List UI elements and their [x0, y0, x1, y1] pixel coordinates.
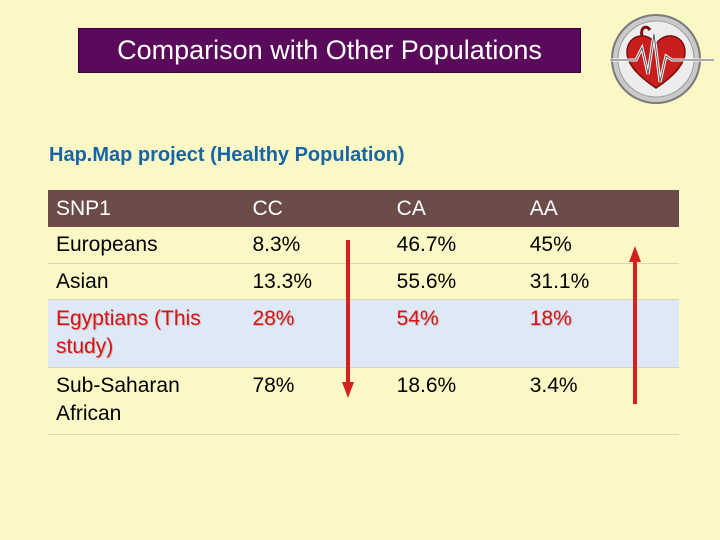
aa-cell: 31.1% [521, 263, 679, 300]
cc-cell: 13.3% [244, 263, 389, 300]
genotype-frequency-table: SNP1 CC CA AA Europeans 8.3% 46.7% 45% A… [48, 190, 679, 435]
table-row-highlighted: Egyptians (This study) 28% 54% 18% [48, 299, 679, 368]
header-aa: AA [521, 190, 679, 227]
population-cell: Asian [48, 263, 245, 300]
ca-cell: 18.6% [388, 367, 522, 435]
header-snp1: SNP1 [48, 190, 245, 227]
ca-cell: 54% [388, 299, 522, 368]
population-cell: Sub-Saharan African [48, 367, 245, 435]
aa-cell: 45% [521, 227, 679, 264]
header-cc: CC [244, 190, 389, 227]
cc-cell: 8.3% [244, 227, 389, 264]
slide-title: Comparison with Other Populations [78, 28, 581, 73]
heart-ecg-icon [610, 14, 714, 104]
table-row: Europeans 8.3% 46.7% 45% [48, 227, 679, 264]
table-header-row: SNP1 CC CA AA [48, 190, 679, 227]
ca-cell: 55.6% [388, 263, 522, 300]
slide-subtitle: Hap.Map project (Healthy Population) [49, 144, 405, 166]
population-cell: Europeans [48, 227, 245, 264]
aa-cell: 18% [521, 299, 679, 368]
population-cell: Egyptians (This study) [48, 299, 245, 368]
cc-cell: 28% [244, 299, 389, 368]
ca-cell: 46.7% [388, 227, 522, 264]
cc-cell: 78% [244, 367, 389, 435]
aa-cell: 3.4% [521, 367, 679, 435]
arrow-down-icon [342, 240, 354, 398]
arrow-up-icon [629, 246, 641, 404]
table-row: Sub-Saharan African 78% 18.6% 3.4% [48, 367, 679, 435]
header-ca: CA [388, 190, 522, 227]
table-row: Asian 13.3% 55.6% 31.1% [48, 263, 679, 300]
